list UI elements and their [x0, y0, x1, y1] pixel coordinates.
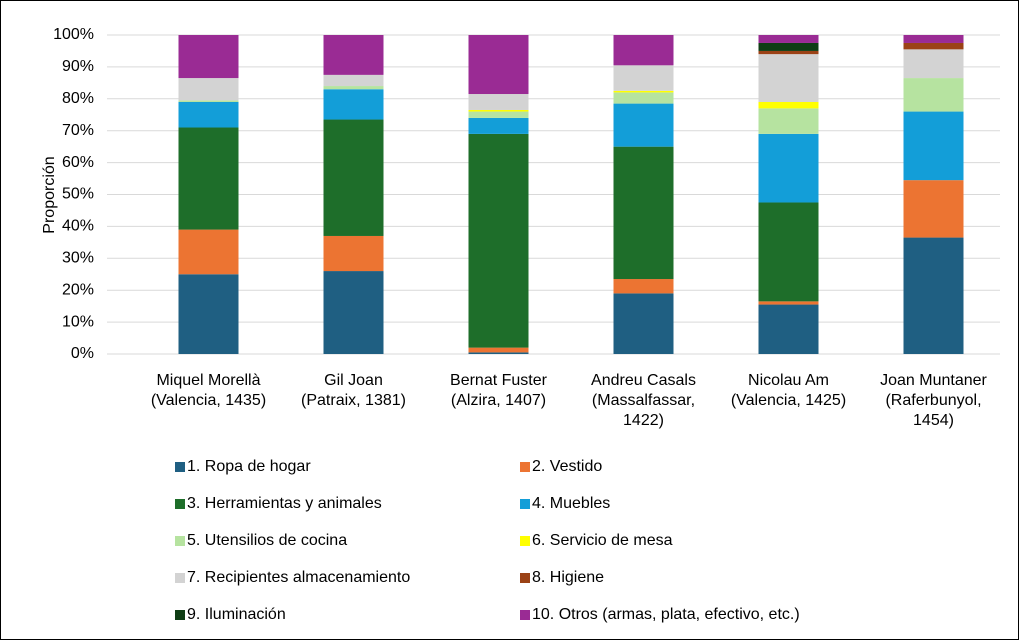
legend-swatch [175, 499, 185, 509]
y-tick-label: 10% [62, 313, 94, 330]
legend-label: 8. Higiene [532, 569, 604, 586]
bar-segment [758, 35, 819, 43]
bar-segment [178, 229, 239, 275]
bar-segment [468, 133, 529, 348]
bar-segment [758, 42, 819, 51]
legend-label: 1. Ropa de hogar [187, 458, 311, 475]
y-axis-label: Proporción [41, 156, 58, 233]
legend-swatch [520, 499, 530, 509]
legend-label: 6. Servicio de mesa [532, 532, 673, 549]
y-tick-label: 40% [62, 218, 94, 235]
bar-segment [613, 146, 674, 280]
x-tick-label: (Patraix, 1381) [301, 392, 406, 409]
legend-label: 7. Recipientes almacenamiento [187, 569, 410, 586]
bar-segment [323, 74, 384, 87]
bar-segment [613, 35, 674, 66]
legend-label: 3. Herramientas y animales [187, 495, 382, 512]
y-tick-label: 0% [71, 345, 94, 362]
x-tick-label: (Valencia, 1435) [151, 392, 266, 409]
x-tick-label: Andreu Casals [591, 372, 696, 389]
bar-segment [758, 304, 819, 354]
y-tick-label: 90% [62, 58, 94, 75]
bar-segment [613, 65, 674, 91]
y-tick-label: 30% [62, 250, 94, 267]
x-tick-label: Miquel Morellà [156, 372, 260, 389]
bar-segment [758, 54, 819, 102]
x-tick-label: Joan Muntaner [880, 372, 987, 389]
bar-segment [758, 301, 819, 305]
bar-segment [323, 235, 384, 272]
bar-segment [323, 86, 384, 90]
bar-segment [323, 89, 384, 120]
bar-segment [903, 42, 964, 50]
x-tick-label: (Massalfassar, [592, 392, 695, 409]
x-tick-label: Gil Joan [324, 372, 383, 389]
legend-label: 5. Utensilios de cocina [187, 532, 347, 549]
y-tick-label: 20% [62, 281, 94, 298]
bar-segment [613, 103, 674, 147]
bar-segment [758, 202, 819, 302]
bar-segment [903, 78, 964, 112]
bar-segment [468, 347, 529, 353]
legend-swatch [175, 573, 185, 583]
legend-label: 2. Vestido [532, 458, 602, 475]
x-tick-label: Nicolau Am [748, 372, 829, 389]
bar-segment [178, 127, 239, 230]
bar-segment [903, 237, 964, 354]
bar-segment [468, 117, 529, 134]
bar-segment [178, 274, 239, 354]
legend-label: 10. Otros (armas, plata, efectivo, etc.) [532, 606, 800, 623]
bar-segment [178, 35, 239, 79]
y-tick-label: 60% [62, 154, 94, 171]
bar-segment [613, 279, 674, 294]
y-tick-label: 70% [62, 122, 94, 139]
legend-swatch [520, 462, 530, 472]
bar-segment [758, 108, 819, 134]
bar-segment [323, 271, 384, 354]
x-tick-label: (Valencia, 1425) [731, 392, 846, 409]
bar-segment [468, 352, 529, 354]
bar-segment [468, 35, 529, 95]
x-tick-label: (Raferbunyol, [885, 392, 981, 409]
legend-label: 9. Iluminación [187, 606, 286, 623]
x-tick-label: (Alzira, 1407) [451, 392, 546, 409]
legend-swatch [520, 573, 530, 583]
bar-segment [613, 293, 674, 354]
bar-segment [903, 49, 964, 79]
y-tick-label: 50% [62, 186, 94, 203]
legend-swatch [520, 536, 530, 546]
x-tick-label: 1454) [913, 412, 954, 429]
x-tick-label: Bernat Fuster [450, 372, 548, 389]
y-tick-label: 100% [53, 26, 94, 43]
bar-segment [613, 90, 674, 93]
bar-segment [758, 133, 819, 203]
bar-segment [468, 111, 529, 118]
legend-label: 4. Muebles [532, 495, 610, 512]
legend-swatch [520, 610, 530, 620]
bar-segment [903, 111, 964, 181]
bar-segment [178, 78, 239, 101]
bar-segment [613, 92, 674, 104]
bar-segment [758, 101, 819, 109]
legend-swatch [175, 462, 185, 472]
bar-segment [178, 100, 239, 102]
bar-segment [903, 35, 964, 43]
bar-segment [323, 119, 384, 236]
bar-segment [903, 180, 964, 238]
legend-swatch [175, 610, 185, 620]
bar-segment [758, 50, 819, 55]
bar-segment [178, 101, 239, 128]
bar-segment [468, 94, 529, 110]
legend-swatch [175, 536, 185, 546]
x-tick-label: 1422) [623, 412, 664, 429]
y-tick-label: 80% [62, 90, 94, 107]
bar-segment [323, 35, 384, 75]
bar-segment [468, 109, 529, 112]
